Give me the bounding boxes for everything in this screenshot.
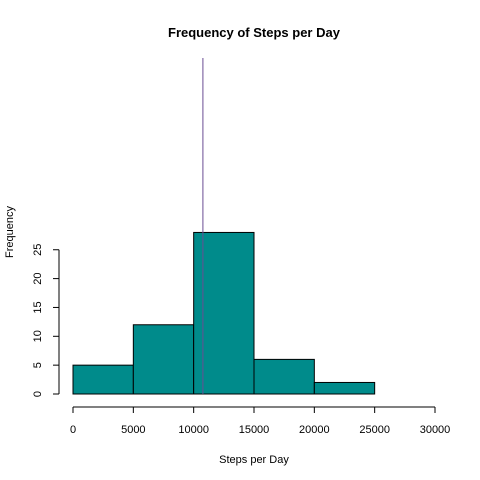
y-axis: 0 5 10 15 20 25 bbox=[32, 244, 59, 397]
bar-0-5000 bbox=[73, 365, 133, 394]
bars-group bbox=[73, 232, 375, 394]
y-tick-label: 15 bbox=[32, 301, 44, 313]
x-tick-label: 25000 bbox=[359, 424, 390, 436]
y-tick-label: 25 bbox=[32, 244, 44, 256]
x-tick-label: 10000 bbox=[178, 424, 209, 436]
bar-15000-20000 bbox=[254, 359, 314, 394]
bar-5000-10000 bbox=[133, 325, 193, 394]
y-tick-label: 10 bbox=[32, 330, 44, 342]
x-tick-label: 15000 bbox=[239, 424, 270, 436]
x-tick-label: 20000 bbox=[299, 424, 330, 436]
x-tick-label: 0 bbox=[70, 424, 76, 436]
x-axis-label: Steps per Day bbox=[219, 454, 289, 466]
x-tick-label: 30000 bbox=[420, 424, 451, 436]
y-axis-label: Frequency bbox=[4, 206, 16, 258]
bar-20000-25000 bbox=[314, 382, 374, 394]
y-tick-label: 0 bbox=[32, 391, 44, 397]
chart-title: Frequency of Steps per Day bbox=[168, 25, 341, 40]
x-tick-label: 5000 bbox=[121, 424, 145, 436]
y-tick-label: 5 bbox=[32, 362, 44, 368]
y-tick-label: 20 bbox=[32, 272, 44, 284]
x-axis: 0 5000 10000 15000 20000 25000 30000 bbox=[70, 407, 450, 436]
